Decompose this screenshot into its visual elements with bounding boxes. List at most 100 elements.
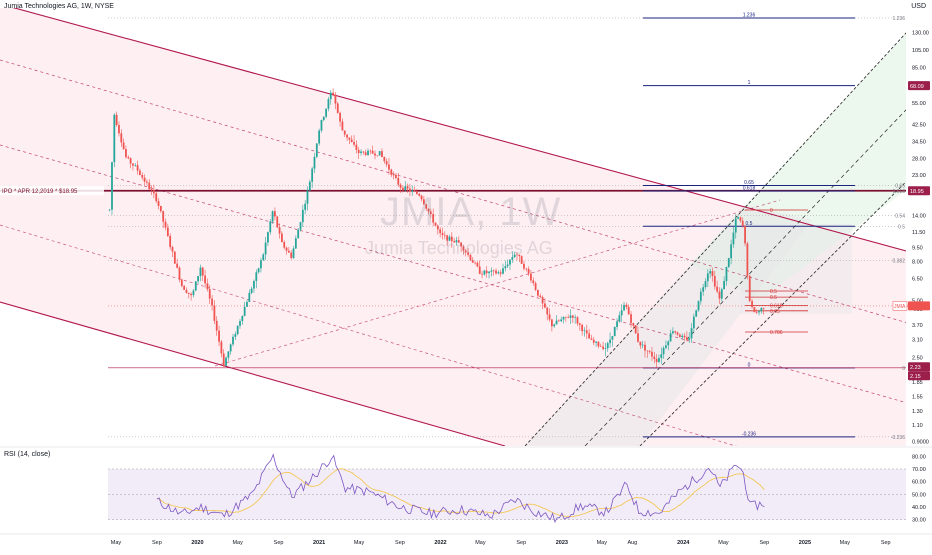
- candle-body: [269, 221, 272, 233]
- ascending-channel-fill: [525, 205, 812, 446]
- candle-body: [632, 323, 635, 326]
- candle-body: [318, 130, 321, 144]
- candle-body: [697, 301, 700, 311]
- candle-body: [381, 151, 383, 157]
- candle-body: [418, 193, 421, 196]
- candle-body: [271, 211, 274, 222]
- time-tick-label: May: [597, 540, 608, 546]
- candle-body: [111, 162, 113, 210]
- fib-label-2: 0.65: [744, 180, 754, 186]
- price-tick-label: 0.9000: [912, 439, 929, 445]
- candle-body: [688, 338, 691, 340]
- candle-body: [246, 301, 248, 307]
- candle-body: [390, 169, 393, 175]
- candle-body: [383, 156, 386, 162]
- price-tick-label: 2.50: [912, 355, 923, 361]
- candle-body: [690, 328, 693, 339]
- currency-label: USD: [911, 3, 926, 10]
- price-tag-label: 68.09: [910, 84, 924, 90]
- candle-body: [457, 240, 460, 243]
- short-fib-label-2: 0.5: [770, 295, 777, 301]
- candle-body: [315, 143, 318, 157]
- ipo-label-bg: [0, 186, 104, 196]
- candle-body: [213, 305, 216, 321]
- symbol-tag-bg: [892, 301, 908, 311]
- candle-body: [367, 150, 369, 156]
- candle-body: [243, 306, 246, 316]
- rsi-tick-label: 30.00: [912, 518, 926, 524]
- candle-body: [460, 242, 463, 247]
- candle-body: [190, 293, 193, 296]
- candle-body: [262, 254, 265, 261]
- candle-body: [183, 286, 186, 290]
- candle-body: [215, 320, 218, 331]
- candle-body: [485, 270, 488, 274]
- candle-body: [704, 281, 707, 288]
- candle-body: [544, 303, 546, 308]
- candle-body: [474, 262, 476, 264]
- candle-body: [159, 205, 162, 212]
- candle-body: [415, 191, 418, 194]
- candle-body: [392, 174, 395, 176]
- candle-body: [369, 150, 372, 152]
- candle-body: [148, 182, 151, 190]
- candle-body: [446, 235, 449, 241]
- candle-body: [287, 250, 290, 253]
- price-tag-label: 2.23: [910, 365, 921, 371]
- candle-body: [699, 291, 702, 302]
- candle-body: [115, 114, 118, 126]
- candle-body: [555, 320, 558, 325]
- candle-body: [134, 165, 137, 166]
- candle-body: [676, 332, 679, 335]
- candle-body: [141, 174, 144, 178]
- candle-body: [504, 266, 507, 269]
- candle-body: [388, 164, 390, 170]
- candle-body: [443, 235, 446, 236]
- candle-body: [308, 181, 311, 191]
- candle-body: [599, 346, 602, 347]
- candle-body: [360, 151, 362, 153]
- candle-body: [402, 187, 404, 191]
- candle-body: [590, 338, 593, 340]
- candle-body: [348, 137, 351, 140]
- short-fib-label-4: 0.65: [770, 309, 780, 315]
- candle-body: [294, 238, 297, 249]
- candle-body: [157, 201, 160, 206]
- candle-body: [378, 151, 381, 156]
- candle-body: [239, 321, 241, 326]
- candle-body: [355, 144, 358, 150]
- candle-body: [751, 300, 753, 307]
- candle-body: [597, 341, 600, 347]
- candle-body: [692, 316, 695, 329]
- time-tick-label: May: [840, 540, 851, 546]
- time-tick-label: 2022: [434, 540, 446, 546]
- price-tag-label: 18.95: [910, 189, 924, 195]
- candle-body: [220, 341, 223, 354]
- candle-body: [518, 254, 521, 257]
- candle-body: [395, 174, 397, 178]
- candle-body: [478, 266, 481, 274]
- candle-body: [723, 281, 726, 290]
- candle-body: [343, 130, 346, 135]
- candle-body: [641, 344, 644, 346]
- candle-body: [376, 155, 379, 157]
- candle-body: [674, 331, 677, 333]
- candle-body: [327, 99, 330, 109]
- candle-body: [695, 310, 698, 317]
- short-fib-label-0: 0: [770, 208, 773, 214]
- candle-body: [702, 287, 705, 292]
- candle-body: [108, 209, 111, 211]
- right-level-label-3: 0.54: [895, 214, 905, 220]
- candle-body: [253, 281, 255, 289]
- candle-body: [257, 268, 260, 273]
- candle-body: [176, 263, 179, 268]
- candle-body: [192, 290, 195, 296]
- candle-body: [583, 330, 586, 332]
- candle-body: [353, 142, 355, 145]
- candle-body: [574, 317, 577, 318]
- candle-body: [516, 254, 518, 256]
- candle-body: [725, 266, 728, 282]
- candle-body: [681, 335, 684, 338]
- candle-body: [329, 92, 332, 100]
